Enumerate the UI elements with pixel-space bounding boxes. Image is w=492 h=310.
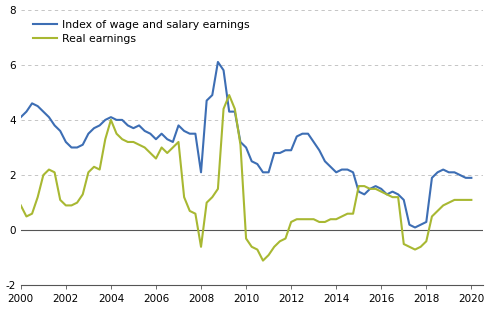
Real earnings xyxy=(395,195,401,199)
Line: Index of wage and salary earnings: Index of wage and salary earnings xyxy=(21,62,471,228)
Line: Real earnings: Real earnings xyxy=(21,95,471,261)
Index of wage and salary earnings xyxy=(390,190,396,193)
Real earnings xyxy=(434,209,440,213)
Index of wage and salary earnings xyxy=(305,132,311,135)
Index of wage and salary earnings xyxy=(18,115,24,119)
Index of wage and salary earnings xyxy=(418,223,424,227)
Index of wage and salary earnings xyxy=(468,176,474,180)
Legend: Index of wage and salary earnings, Real earnings: Index of wage and salary earnings, Real … xyxy=(31,18,252,46)
Real earnings xyxy=(277,239,283,243)
Real earnings xyxy=(362,184,368,188)
Real earnings xyxy=(260,259,266,263)
Index of wage and salary earnings xyxy=(434,170,440,174)
Index of wage and salary earnings xyxy=(271,151,277,155)
Real earnings xyxy=(18,204,24,207)
Index of wage and salary earnings xyxy=(356,190,362,193)
Real earnings xyxy=(226,93,232,97)
Index of wage and salary earnings xyxy=(412,226,418,229)
Index of wage and salary earnings xyxy=(215,60,221,64)
Real earnings xyxy=(418,245,424,249)
Real earnings xyxy=(311,217,317,221)
Real earnings xyxy=(468,198,474,202)
